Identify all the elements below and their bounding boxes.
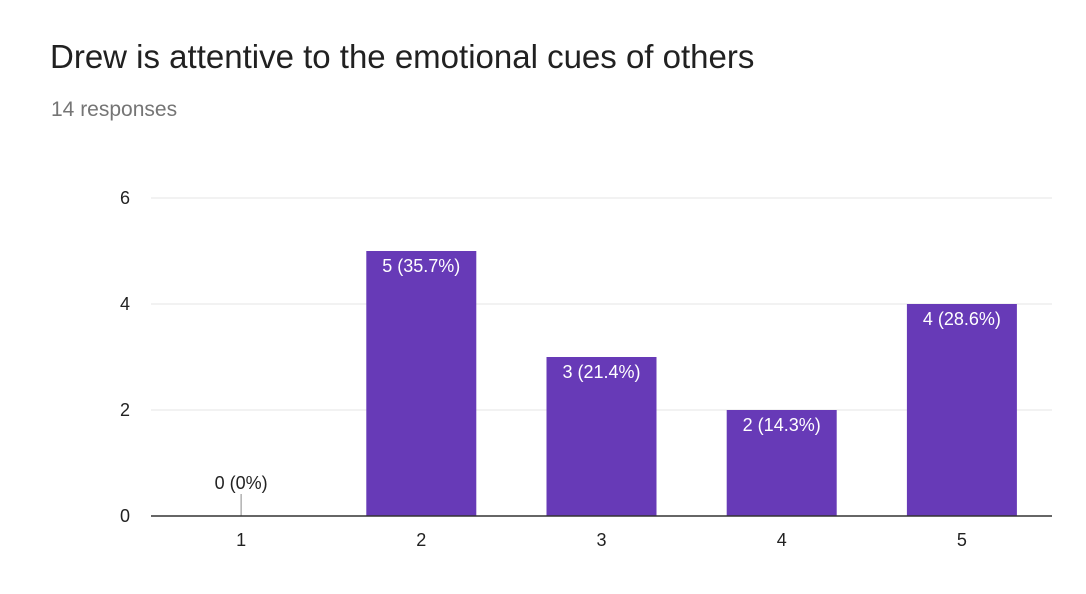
response-count: 14 responses [51,98,178,121]
bar-2 [366,251,477,516]
y-tick-label: 0 [120,506,130,526]
x-tick-label: 2 [416,530,426,550]
y-tick-label: 6 [120,188,130,208]
bar-4 [726,410,837,516]
chart-title: Drew is attentive to the emotional cues … [50,38,755,75]
bar-3 [546,357,657,516]
data-label: 3 (21.4%) [562,362,640,382]
x-tick-label: 3 [596,530,606,550]
bar-5 [906,304,1017,516]
x-tick-label: 5 [957,530,967,550]
data-label: 2 (14.3%) [743,415,821,435]
y-tick-label: 4 [120,294,130,314]
data-label: 5 (35.7%) [382,256,460,276]
data-label: 4 (28.6%) [923,309,1001,329]
y-tick-label: 2 [120,400,130,420]
x-tick-label: 1 [236,530,246,550]
x-tick-label: 4 [777,530,787,550]
data-label: 0 (0%) [215,473,268,493]
